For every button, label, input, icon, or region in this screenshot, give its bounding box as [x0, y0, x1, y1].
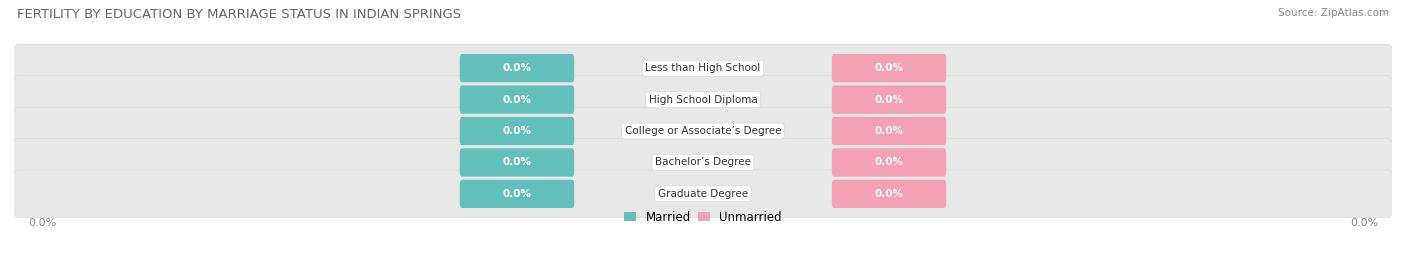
FancyBboxPatch shape — [460, 54, 574, 82]
Text: 0.0%: 0.0% — [875, 189, 904, 199]
Text: 0.0%: 0.0% — [28, 218, 56, 228]
Text: FERTILITY BY EDUCATION BY MARRIAGE STATUS IN INDIAN SPRINGS: FERTILITY BY EDUCATION BY MARRIAGE STATU… — [17, 8, 461, 21]
Text: 0.0%: 0.0% — [875, 95, 904, 105]
FancyBboxPatch shape — [460, 180, 574, 208]
FancyBboxPatch shape — [13, 107, 1393, 155]
FancyBboxPatch shape — [832, 54, 946, 82]
Text: 0.0%: 0.0% — [875, 63, 904, 73]
Text: 0.0%: 0.0% — [502, 189, 531, 199]
Text: Source: ZipAtlas.com: Source: ZipAtlas.com — [1278, 8, 1389, 18]
Legend: Married, Unmarried: Married, Unmarried — [624, 211, 782, 224]
FancyBboxPatch shape — [13, 76, 1393, 123]
Text: 0.0%: 0.0% — [502, 63, 531, 73]
FancyBboxPatch shape — [832, 117, 946, 145]
FancyBboxPatch shape — [13, 170, 1393, 218]
FancyBboxPatch shape — [460, 86, 574, 114]
Text: College or Associate’s Degree: College or Associate’s Degree — [624, 126, 782, 136]
Text: 0.0%: 0.0% — [502, 126, 531, 136]
FancyBboxPatch shape — [460, 117, 574, 145]
Text: 0.0%: 0.0% — [875, 126, 904, 136]
Text: 0.0%: 0.0% — [502, 95, 531, 105]
Text: 0.0%: 0.0% — [875, 157, 904, 167]
FancyBboxPatch shape — [832, 148, 946, 176]
FancyBboxPatch shape — [832, 180, 946, 208]
FancyBboxPatch shape — [832, 86, 946, 114]
FancyBboxPatch shape — [13, 139, 1393, 186]
FancyBboxPatch shape — [13, 44, 1393, 92]
Text: High School Diploma: High School Diploma — [648, 95, 758, 105]
Text: Graduate Degree: Graduate Degree — [658, 189, 748, 199]
FancyBboxPatch shape — [460, 148, 574, 176]
Text: Less than High School: Less than High School — [645, 63, 761, 73]
Text: Bachelor’s Degree: Bachelor’s Degree — [655, 157, 751, 167]
Text: 0.0%: 0.0% — [502, 157, 531, 167]
Text: 0.0%: 0.0% — [1350, 218, 1378, 228]
